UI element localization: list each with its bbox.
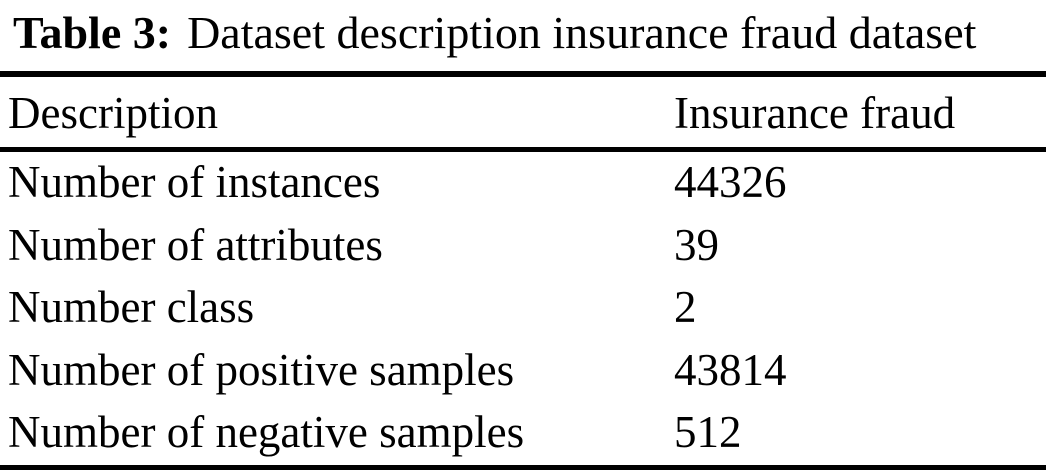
row-label: Number class (8, 282, 255, 332)
row-value: 39 (674, 219, 719, 270)
table-header-row: Description Insurance fraud (0, 73, 1046, 152)
table-caption: Table 3: Dataset description insurance fr… (0, 0, 1046, 62)
table-row-positive-samples: Number of positive samples 43814 (0, 340, 1046, 403)
table-row-instances: Number of instances 44326 (0, 150, 1046, 215)
row-value: 2 (674, 282, 697, 332)
dataset-description-table: Description Insurance fraud Number of in… (0, 70, 1046, 470)
table-caption-label: Table 3: (13, 7, 172, 58)
row-label: Number of instances (8, 157, 381, 207)
table-caption-text: Dataset description insurance fraud data… (187, 7, 977, 58)
table-row-negative-samples: Number of negative samples 512 (0, 402, 1046, 467)
row-label: Number of positive samples (8, 344, 515, 395)
table-row-classes: Number class 2 (0, 277, 1046, 340)
row-value: 43814 (674, 344, 787, 395)
row-value: 512 (674, 407, 742, 457)
column-header-insurance-fraud: Insurance fraud (674, 73, 1046, 152)
table-row-attributes: Number of attributes 39 (0, 215, 1046, 278)
row-label: Number of attributes (8, 219, 383, 270)
column-header-description: Description (0, 73, 674, 152)
row-value: 44326 (674, 157, 787, 207)
row-label: Number of negative samples (8, 407, 525, 457)
